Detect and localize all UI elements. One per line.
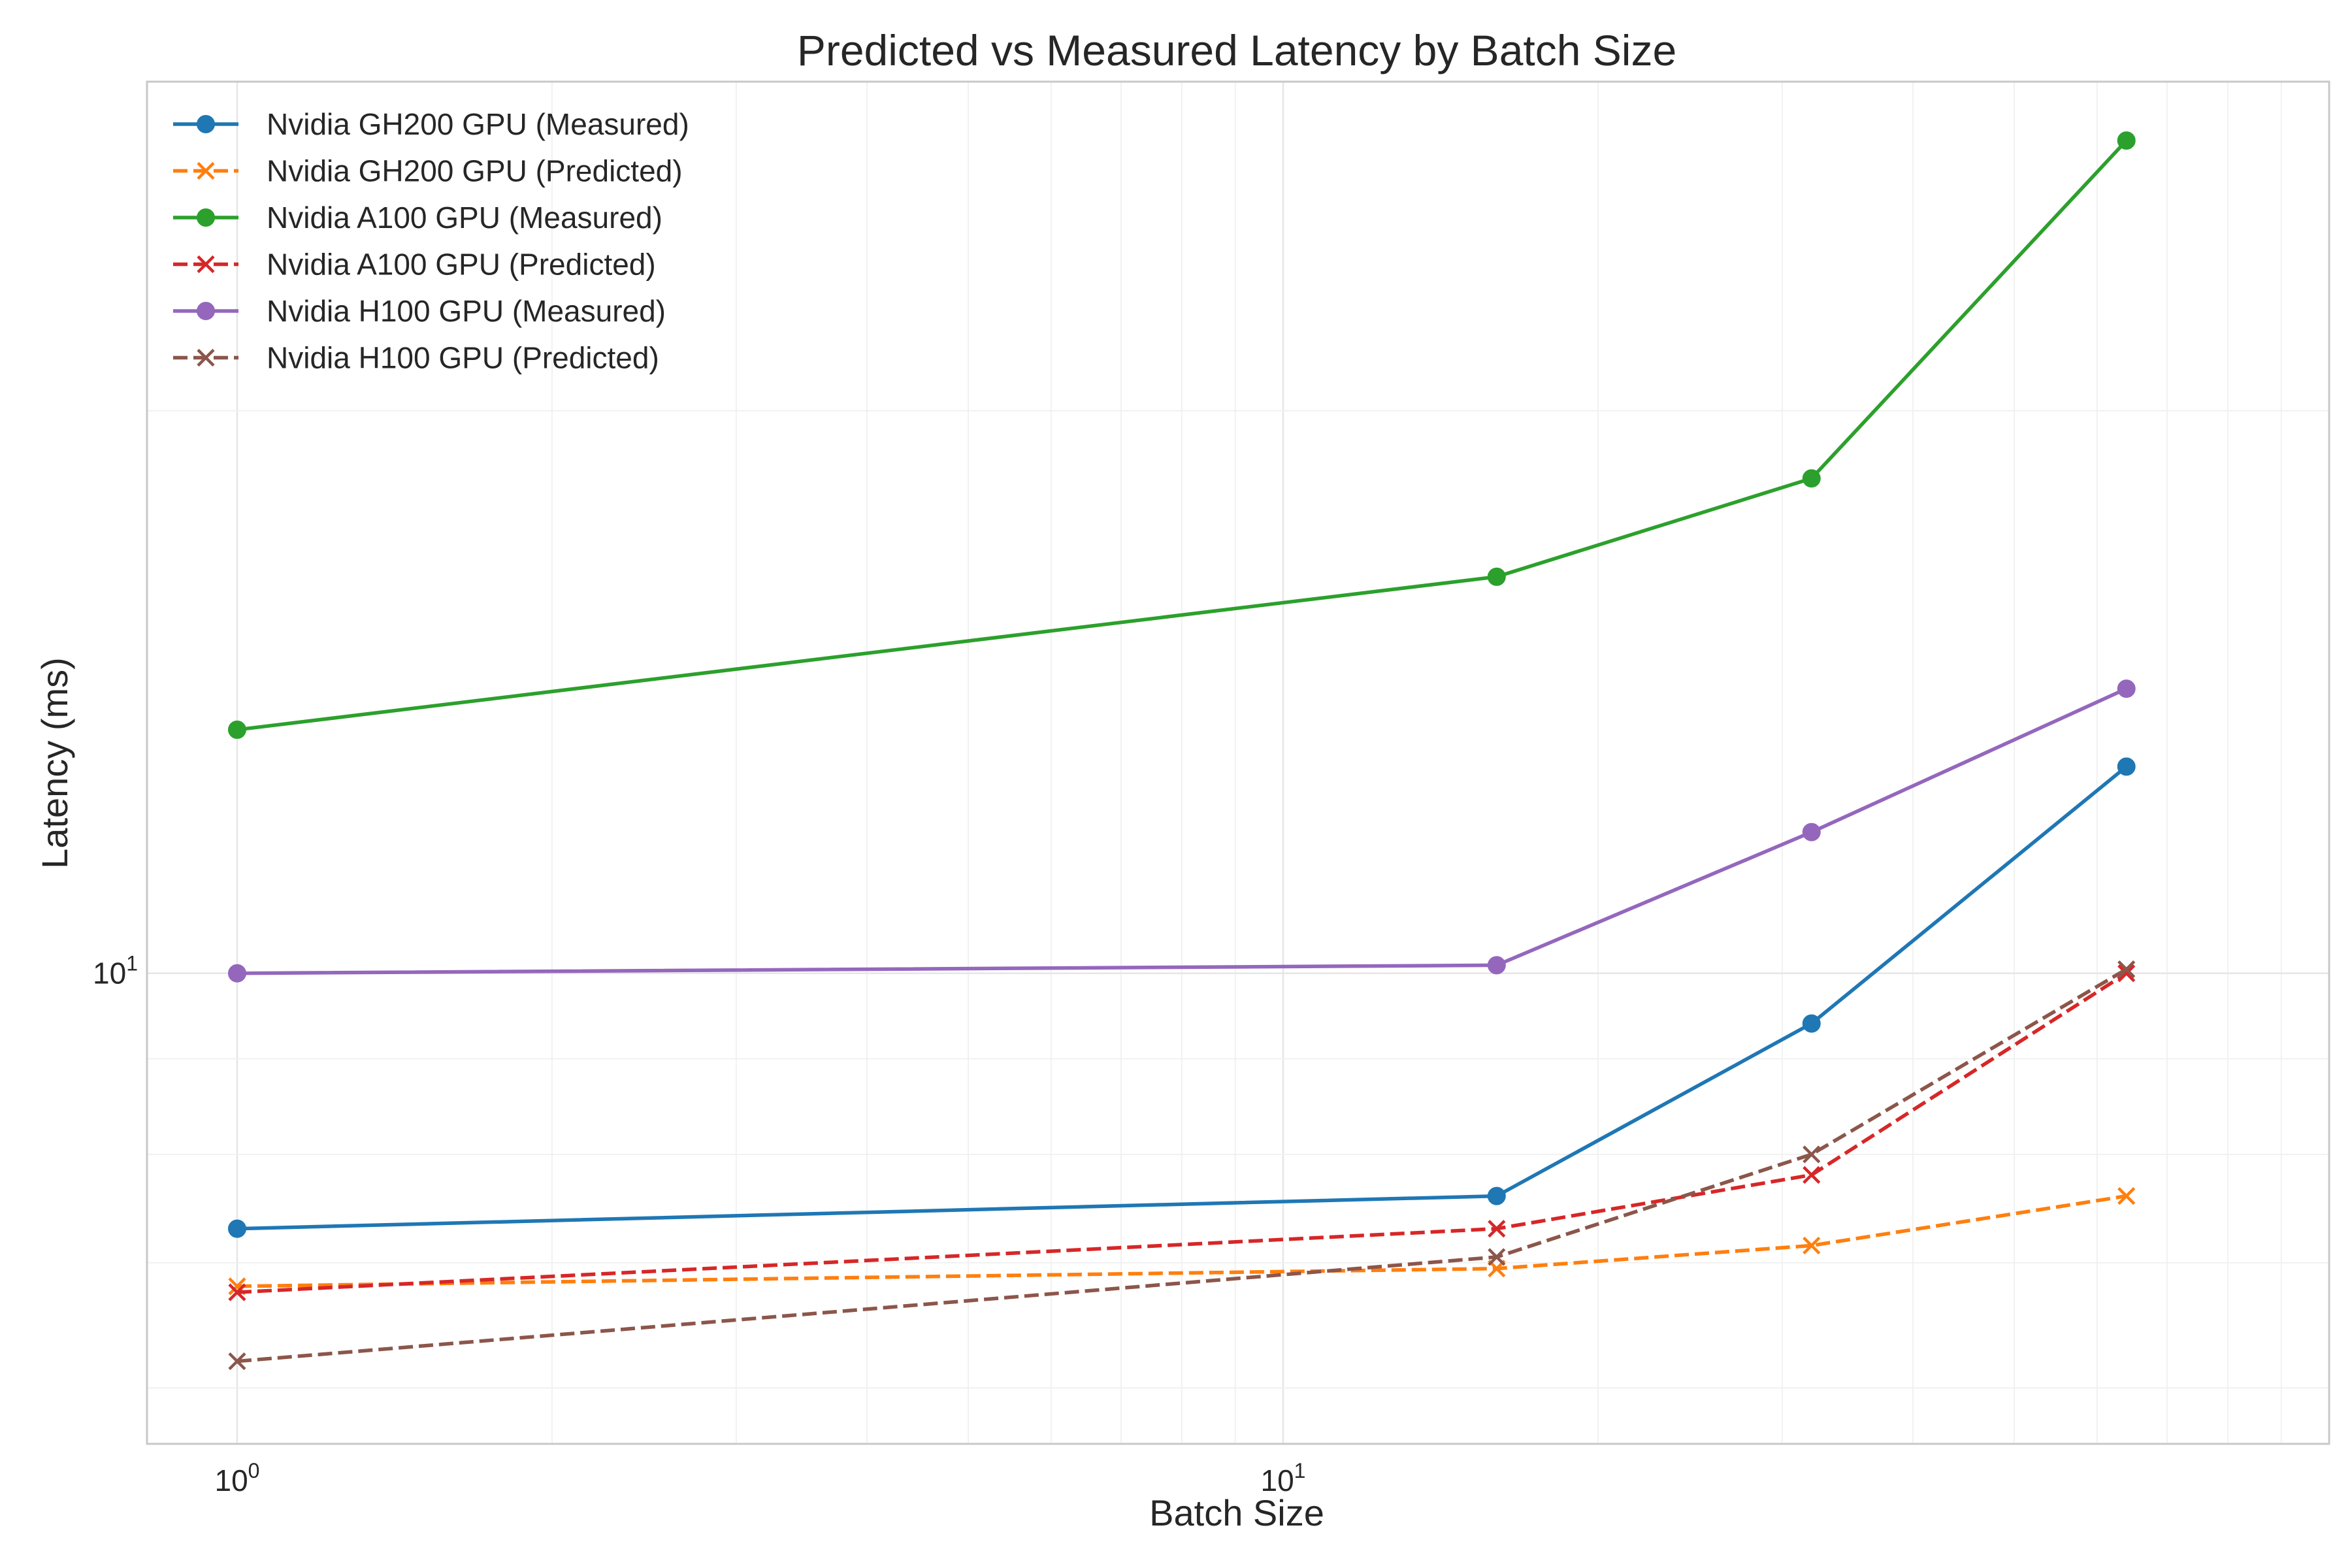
data-point [1487,956,1506,975]
tick-labels: 100 101 101 [93,952,1305,1497]
legend-item: Nvidia A100 GPU (Measured) [173,201,662,235]
data-point [1803,1236,1821,1255]
y-tick-label: 101 [93,952,138,990]
data-point [1803,1145,1821,1164]
legend-item: Nvidia A100 GPU (Predicted) [173,248,656,282]
data-point [228,1283,246,1301]
grid [147,81,2330,1444]
data-point [227,964,246,983]
x-tick-label: 101 [1261,1459,1306,1497]
data-point [197,302,215,320]
legend-label: Nvidia GH200 GPU (Measured) [267,107,689,141]
data-point [197,161,215,180]
data-point [2117,960,2136,979]
legend-label: Nvidia A100 GPU (Measured) [267,201,662,235]
plot-frame [146,80,2330,1445]
data-point [2117,131,2136,150]
series-line [237,139,2128,732]
legend-label: Nvidia A100 GPU (Predicted) [267,248,656,282]
data-point [2117,1187,2136,1205]
data-point [1803,1166,1821,1184]
data-point [1802,1014,1821,1033]
data-point [2117,757,2136,776]
series-line [237,1194,2127,1288]
series-4 [228,964,2136,1301]
data-point [227,1219,246,1238]
data-point [1488,1220,1506,1238]
series-3 [227,131,2136,739]
data-point [1487,1186,1506,1205]
legend-item: Nvidia H100 GPU (Measured) [173,294,666,328]
data-point [1802,823,1821,841]
data-point [197,348,215,367]
series-6 [228,960,2136,1371]
data-point [197,115,215,133]
data-point [2117,679,2136,698]
series-line [237,972,2128,1294]
legend-item: Nvidia H100 GPU (Predicted) [173,341,659,375]
data-point [227,720,246,739]
x-axis-label: Batch Size [1149,1492,1324,1533]
legend-item: Nvidia GH200 GPU (Measured) [173,107,689,141]
chart-title: Predicted vs Measured Latency by Batch S… [797,26,1676,74]
x-tick-label: 100 [215,1459,260,1497]
series-5 [227,679,2136,983]
data-point [197,255,215,274]
legend-label: Nvidia H100 GPU (Predicted) [267,341,659,375]
legend-item: Nvidia GH200 GPU (Predicted) [173,154,683,188]
series-line [237,968,2128,1364]
legend-label: Nvidia H100 GPU (Measured) [267,294,666,328]
series-1 [227,757,2136,1238]
data-point [197,208,215,227]
series-line [237,687,2127,975]
data-point [2117,964,2136,983]
y-axis-label: Latency (ms) [34,657,75,869]
series-layer [227,131,2136,1371]
data-point [1487,567,1506,586]
legend-label: Nvidia GH200 GPU (Predicted) [267,154,683,188]
data-point [228,1352,246,1371]
data-point [1802,469,1821,488]
data-point [1488,1248,1506,1266]
series-2 [228,1187,2136,1296]
legend: Nvidia GH200 GPU (Measured) Nvidia GH200 … [173,107,689,375]
series-line [237,765,2128,1231]
